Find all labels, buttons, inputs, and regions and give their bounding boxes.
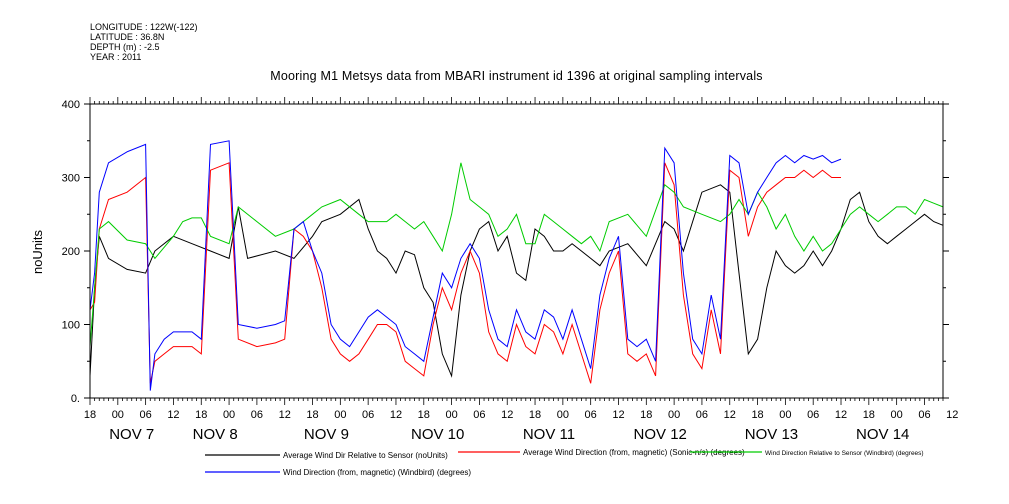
x-tick-label: 00 (112, 409, 124, 421)
x-day-label: NOV 12 (634, 426, 687, 443)
x-day-label: NOV 14 (856, 426, 909, 443)
series-layer (89, 140, 944, 391)
x-day-label: NOV 11 (523, 426, 575, 443)
x-tick-label: 18 (863, 409, 875, 421)
y-tick-label: 100 (62, 320, 80, 332)
x-tick-label: 12 (279, 409, 291, 421)
x-tick-label: 00 (557, 409, 569, 421)
x-tick-label: 00 (891, 409, 903, 421)
x-tick-label: 12 (167, 409, 179, 421)
x-tick-label: 12 (724, 409, 736, 421)
x-tick-label: 06 (918, 409, 930, 421)
x-tick-label: 18 (751, 409, 763, 421)
x-tick-label: 06 (140, 409, 152, 421)
x-tick-label: 12 (946, 409, 958, 421)
series-line-1 (89, 184, 944, 378)
series-line-3 (89, 162, 944, 347)
y-tick-label: 200 (62, 246, 80, 258)
x-day-label: NOV 7 (109, 426, 154, 443)
y-tick-label: 300 (62, 173, 80, 185)
x-tick-label: 12 (390, 409, 402, 421)
x-day-label: NOV 13 (745, 426, 798, 443)
x-tick-label: 00 (445, 409, 457, 421)
legend-label-3: Wind Direction Relative to Sensor (Windb… (765, 450, 924, 457)
x-tick-label: 00 (779, 409, 791, 421)
x-tick-label: 06 (807, 409, 819, 421)
x-tick-label: 12 (612, 409, 624, 421)
y-tick-label: 0. (71, 393, 80, 405)
metadata-block: LONGITUDE : 122W(-122) LATITUDE : 36.8N … (90, 22, 198, 62)
x-tick-label: 06 (251, 409, 263, 421)
x-tick-label: 06 (585, 409, 597, 421)
x-tick-label: 18 (640, 409, 652, 421)
y-tick-label: 400 (62, 99, 80, 111)
x-tick-label: 12 (501, 409, 513, 421)
x-tick-label: 06 (473, 409, 485, 421)
x-tick-label: 00 (668, 409, 680, 421)
x-tick-label: 18 (306, 409, 318, 421)
legend-label-4: Wind Direction (from, magnetic) (Windbir… (283, 468, 471, 477)
x-tick-label: 06 (362, 409, 374, 421)
series-line-2 (89, 162, 841, 384)
depth-text: DEPTH (m) : -2.5 (90, 42, 160, 52)
legend-label-1: Average Wind Dir Relative to Sensor (noU… (283, 451, 448, 460)
longitude-text: LONGITUDE : 122W(-122) (90, 22, 198, 32)
latitude-text: LATITUDE : 36.8N (90, 32, 165, 42)
x-day-label: NOV 8 (193, 426, 238, 443)
x-tick-label: 00 (334, 409, 346, 421)
x-day-label: NOV 10 (411, 426, 464, 443)
axes-layer: 0. 100 200 300 400 18 00 06 12 18 00 06 12 18 00 06 12 18… (62, 97, 958, 443)
year-text: YEAR : 2011 (90, 52, 142, 62)
x-tick-label: 18 (195, 409, 207, 421)
x-day-label: NOV 9 (304, 426, 349, 443)
y-axis-label: noUnits (30, 229, 45, 274)
x-tick-label: 12 (835, 409, 847, 421)
x-tick-label: 18 (529, 409, 541, 421)
chart-title: Mooring M1 Metsys data from MBARI instru… (270, 69, 763, 83)
plot-frame (89, 103, 944, 399)
series-line-4 (89, 140, 842, 391)
x-tick-label: 18 (418, 409, 430, 421)
x-tick-label: 00 (223, 409, 235, 421)
x-tick-label: 18 (84, 409, 96, 421)
x-tick-label: 06 (696, 409, 708, 421)
legend: Average Wind Dir Relative to Sensor (noU… (205, 448, 924, 477)
legend-label-2: Average Wind Direction (from, magnetic) … (523, 448, 745, 457)
